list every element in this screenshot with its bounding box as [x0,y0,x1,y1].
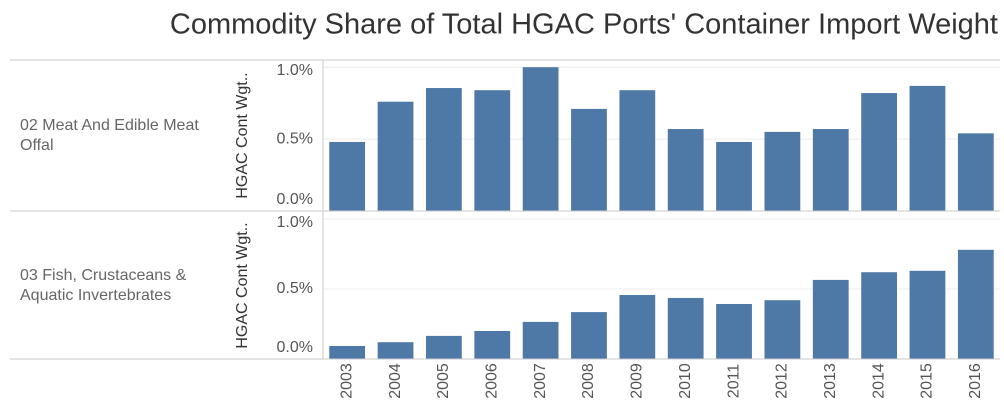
x-tick-label: 2003 [338,363,355,399]
bar [909,85,946,211]
bar [764,300,801,359]
bar [571,312,607,359]
bar [667,129,704,211]
bar [861,272,897,359]
x-tick-label: 2008 [580,363,597,399]
x-tick-label: 2006 [483,363,500,399]
bar [667,297,704,359]
x-tick-label: 2015 [919,363,936,399]
y-tick-label: 1.0% [277,214,313,231]
bar [716,141,752,211]
bar [426,88,462,211]
x-tick-label: 2004 [387,363,404,399]
row-label: 02 Meat And Edible Meat Offal [20,116,199,154]
bar [619,90,656,211]
chart-title: Commodity Share of Total HGAC Ports' Con… [170,9,998,41]
x-tick-label: 2005 [435,363,452,399]
y-tick-label: 0.5% [277,280,313,297]
x-tick-label: 2013 [822,363,839,399]
bar [909,270,946,359]
y-axis-title: HGAC Cont Wgt.. [234,72,251,198]
x-tick-label: 2009 [629,363,646,399]
y-tick-label: 0.0% [277,191,313,208]
bar [861,93,897,211]
y-tick-label: 1.0% [277,62,313,79]
x-tick-label: 2007 [532,363,549,399]
bar [812,279,849,359]
bar [522,67,559,211]
x-tick-label: 2016 [967,363,984,399]
bar [474,90,511,211]
bar [329,345,366,359]
y-tick-label: 0.5% [277,130,313,147]
bar [329,141,366,211]
bar [474,331,511,359]
x-tick-label: 2011 [725,364,742,399]
y-tick-label: 0.0% [277,339,313,356]
bar [619,295,656,359]
x-tick-label: 2010 [677,363,694,399]
bar [812,129,849,211]
bar [571,108,607,211]
y-axis-title: HGAC Cont Wgt.. [234,222,251,348]
bar [377,342,414,359]
x-tick-label: 2014 [870,363,887,399]
bar [377,101,414,211]
bar [764,131,801,211]
bar [716,303,752,359]
bar [957,133,994,211]
bar [522,321,559,359]
row-label: 03 Fish, Crustaceans & Aquatic Invertebr… [20,266,187,304]
bar [426,335,462,359]
x-tick-label: 2012 [774,363,791,399]
bar [957,249,994,359]
